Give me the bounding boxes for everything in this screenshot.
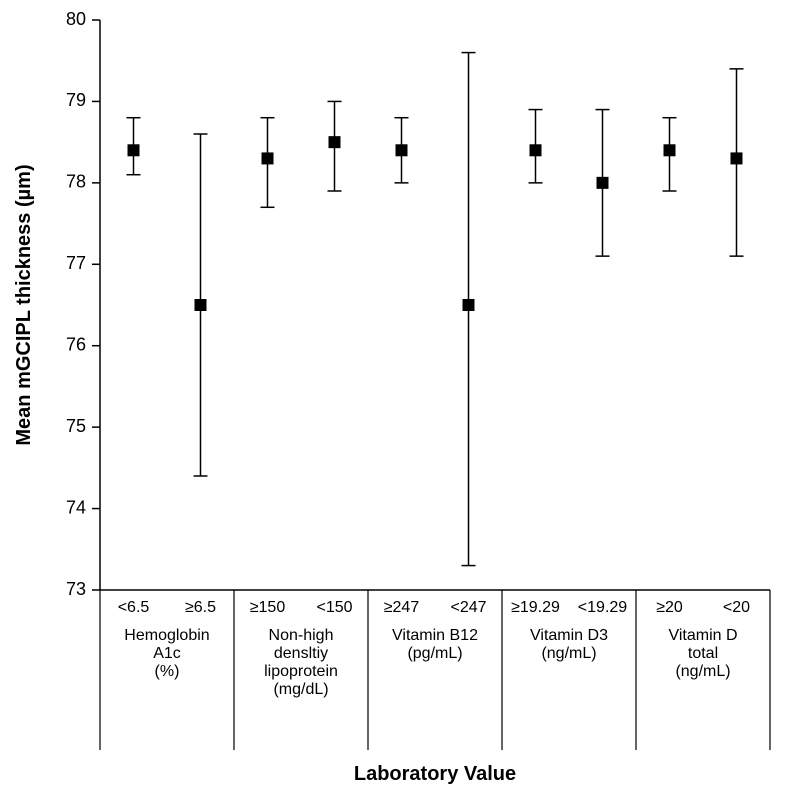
- data-marker: [597, 177, 609, 189]
- data-marker: [128, 144, 140, 156]
- data-marker: [530, 144, 542, 156]
- x-tick-label: ≥20: [656, 599, 683, 616]
- y-tick-label: 78: [66, 172, 86, 192]
- data-marker: [396, 144, 408, 156]
- group-label: Vitamin D3(ng/mL): [530, 627, 608, 662]
- x-tick-label: <150: [316, 599, 352, 616]
- y-tick-label: 79: [66, 90, 86, 110]
- data-marker: [664, 144, 676, 156]
- y-tick-label: 75: [66, 416, 86, 436]
- x-tick-label: ≥150: [250, 599, 286, 616]
- y-tick-label: 76: [66, 334, 86, 354]
- data-marker: [329, 136, 341, 148]
- y-axis-label: Mean mGCIPL thickness (µm): [13, 164, 35, 445]
- x-tick-label: ≥6.5: [185, 599, 216, 616]
- x-tick-label: <247: [450, 599, 486, 616]
- x-axis-label: Laboratory Value: [354, 763, 516, 785]
- chart-container: 73 74 75 76 77 78 79 80 Mean mGCIPL thickness (µ…: [0, 0, 789, 803]
- data-marker: [195, 299, 207, 311]
- x-tick-label: ≥247: [384, 599, 420, 616]
- y-tick-label: 77: [66, 253, 86, 273]
- x-tick-label: <20: [723, 599, 750, 616]
- group-label: Non-highdensltiylipoprotein(mg/dL): [264, 627, 338, 698]
- y-tick-label: 80: [66, 9, 86, 29]
- y-tick-label: 73: [66, 579, 86, 599]
- data-marker: [463, 299, 475, 311]
- x-tick-label: ≥19.29: [511, 599, 560, 616]
- chart-svg: 73 74 75 76 77 78 79 80 Mean mGCIPL thickness (µ…: [0, 0, 789, 803]
- x-tick-label: <6.5: [118, 599, 150, 616]
- data-marker: [262, 152, 274, 164]
- x-tick-label: <19.29: [578, 599, 627, 616]
- y-tick-label: 74: [66, 497, 86, 517]
- data-marker: [731, 152, 743, 164]
